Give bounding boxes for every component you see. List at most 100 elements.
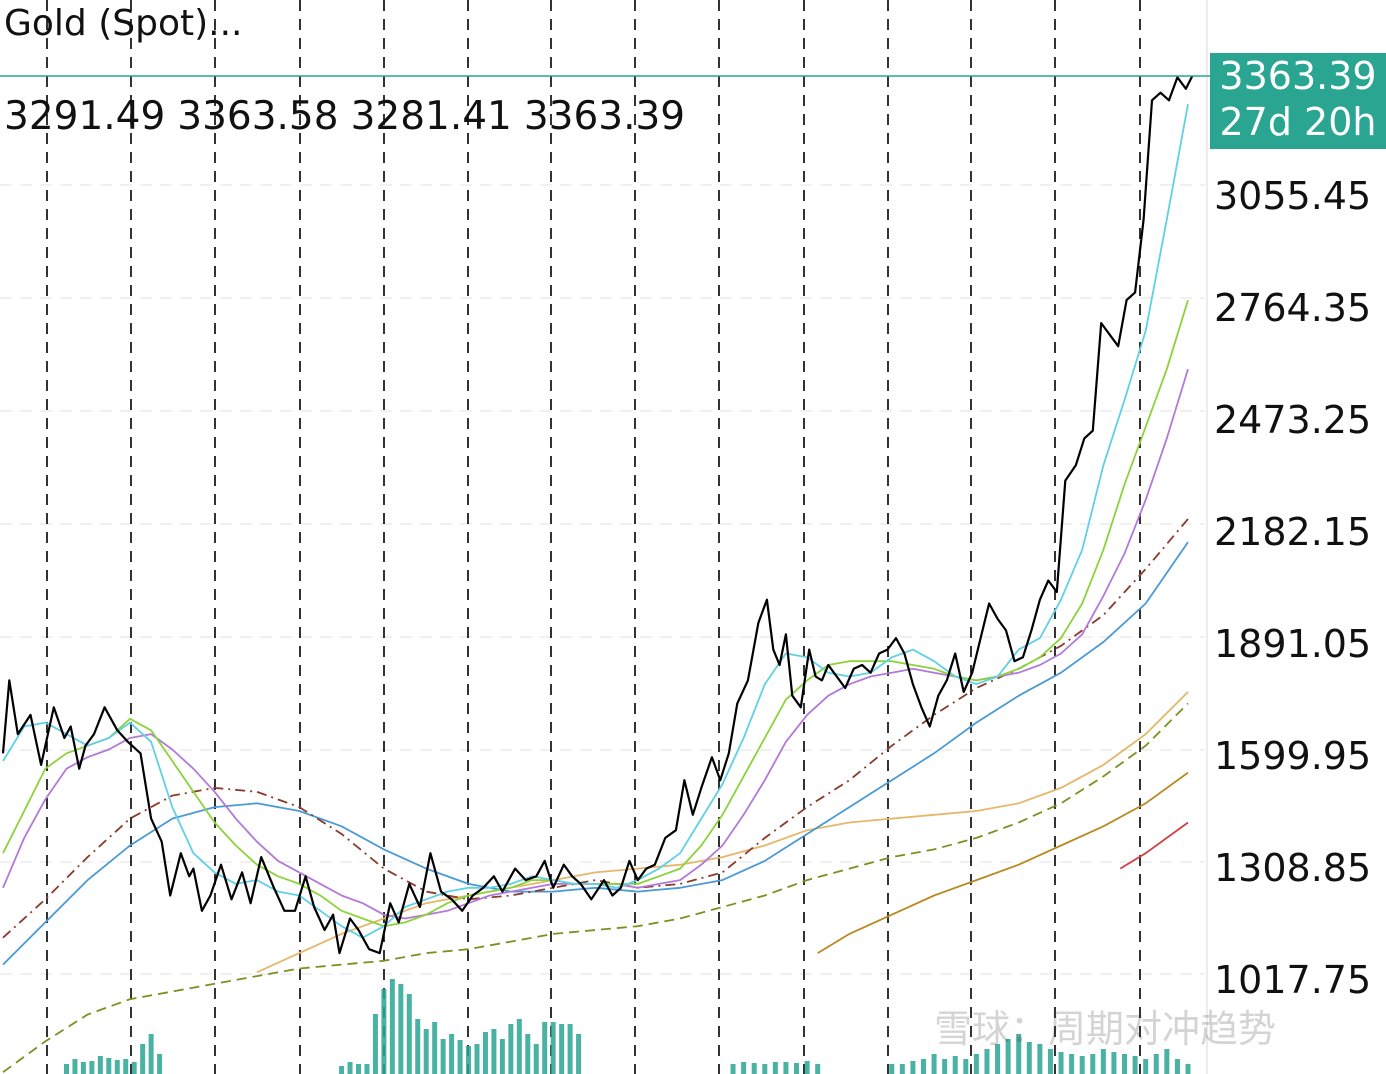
volume-bar — [97, 1056, 103, 1074]
volume-bar — [963, 1059, 969, 1074]
y-tick-label: 1599.95 — [1214, 734, 1372, 778]
volume-bar — [772, 1062, 778, 1074]
volume-bar — [920, 1059, 926, 1074]
volume-bar — [381, 989, 387, 1074]
moving-average-line — [1119, 821, 1189, 870]
last-price-badge: 3363.39 27d 20h — [1210, 53, 1386, 149]
volume-bar — [364, 1064, 370, 1074]
moving-average-line — [2, 518, 1189, 939]
y-tick-label: 2473.25 — [1214, 398, 1372, 442]
volume-bar — [525, 1034, 531, 1074]
ohlc-readout: 3291.49 3363.58 3281.41 3363.39 — [4, 95, 697, 139]
moving-average-line — [817, 771, 1189, 954]
volume-bar — [815, 1064, 821, 1074]
volume-bar — [730, 1064, 736, 1074]
volume-bar — [1185, 1064, 1191, 1074]
volume-bar — [559, 1024, 565, 1074]
volume-bar — [63, 1064, 69, 1074]
volume-bar — [899, 1064, 905, 1074]
volume-bar — [347, 1062, 353, 1074]
volume-bar — [1164, 1049, 1170, 1074]
volume-bar — [499, 1039, 505, 1074]
y-tick-label: 2764.35 — [1214, 286, 1372, 330]
ohlc-open: 3291.49 — [4, 94, 166, 139]
volume-bar — [973, 1054, 979, 1074]
ohlc-close: 3363.39 — [523, 94, 686, 139]
last-price-value: 3363.39 — [1219, 54, 1377, 98]
y-tick-label: 1308.85 — [1214, 846, 1372, 890]
volume-bar — [533, 1044, 539, 1074]
volume-bar — [889, 1064, 895, 1074]
volume-bar — [423, 1029, 429, 1074]
volume-bar — [550, 1022, 556, 1074]
moving-average-line — [2, 299, 1189, 928]
volume-bar — [474, 1044, 480, 1074]
volume-bar — [1090, 1054, 1096, 1074]
volume-bar — [432, 1022, 438, 1074]
moving-average-line — [2, 702, 1189, 1073]
y-tick-label: 2182.15 — [1214, 510, 1372, 554]
volume-bar — [741, 1062, 747, 1074]
volume-bar — [1122, 1054, 1128, 1074]
volume-bar — [80, 1062, 86, 1074]
moving-average-line — [256, 691, 1189, 974]
volume-bar — [1026, 1042, 1032, 1074]
volume-bar — [131, 1062, 137, 1074]
price-line — [1, 75, 1194, 955]
volume-bar — [72, 1059, 78, 1074]
volume-bar — [952, 1056, 958, 1074]
volume-bar — [1153, 1054, 1159, 1074]
volume-bar — [516, 1019, 522, 1074]
volume-bar — [123, 1059, 129, 1074]
volume-bar — [1005, 1039, 1011, 1074]
volume-bar — [1016, 1034, 1022, 1074]
volume-bar — [542, 1022, 548, 1074]
volume-bar — [931, 1054, 937, 1074]
volume-bar — [372, 1014, 378, 1074]
volume-bar — [106, 1058, 112, 1074]
volume-bar — [1079, 1056, 1085, 1074]
volume-bar — [1100, 1049, 1106, 1074]
ohlc-low: 3281.41 — [350, 94, 512, 139]
volume-bar — [751, 1063, 757, 1074]
volume-bar — [984, 1049, 990, 1074]
volume-bar — [1143, 1059, 1149, 1074]
volume-bar — [482, 1032, 488, 1074]
volume-bar — [942, 1059, 948, 1074]
volume-bar — [157, 1054, 163, 1074]
volume-bar — [339, 1066, 345, 1074]
volume-bar — [1069, 1054, 1075, 1074]
chart-title: Gold (Spot)... — [4, 3, 243, 44]
volume-bar — [794, 1063, 800, 1074]
volume-bar — [491, 1029, 497, 1074]
volume-bar — [406, 994, 412, 1074]
y-tick-label: 3055.45 — [1214, 174, 1372, 218]
volume-bar — [466, 1046, 472, 1074]
ohlc-high: 3363.58 — [177, 94, 339, 139]
watermark: 雪球：周期对冲趋势 — [934, 1007, 1277, 1051]
volume-bar — [148, 1034, 154, 1074]
volume-bar — [1174, 1059, 1180, 1074]
volume-bar — [449, 1034, 455, 1074]
volume-bar — [398, 984, 404, 1074]
volume-bar — [910, 1061, 916, 1074]
volume-bar — [140, 1044, 146, 1074]
volume-bar — [89, 1061, 95, 1074]
volume-bar — [457, 1040, 463, 1074]
volume-bar — [783, 1062, 789, 1074]
volume-bar — [415, 1019, 421, 1074]
volume-bar — [389, 979, 395, 1074]
y-tick-label: 1891.05 — [1214, 622, 1372, 666]
volume-bar — [1037, 1044, 1043, 1074]
moving-average-line — [2, 541, 1189, 966]
volume-bar — [1111, 1052, 1117, 1074]
volume-bar — [1132, 1056, 1138, 1074]
volume-bar — [508, 1024, 514, 1074]
y-tick-label: 1017.75 — [1214, 958, 1372, 1002]
volume-bar — [995, 1044, 1001, 1074]
volume-bar — [114, 1060, 120, 1074]
volume-bar — [762, 1064, 768, 1074]
volume-bar — [440, 1039, 446, 1074]
volume-bar — [1058, 1052, 1064, 1074]
